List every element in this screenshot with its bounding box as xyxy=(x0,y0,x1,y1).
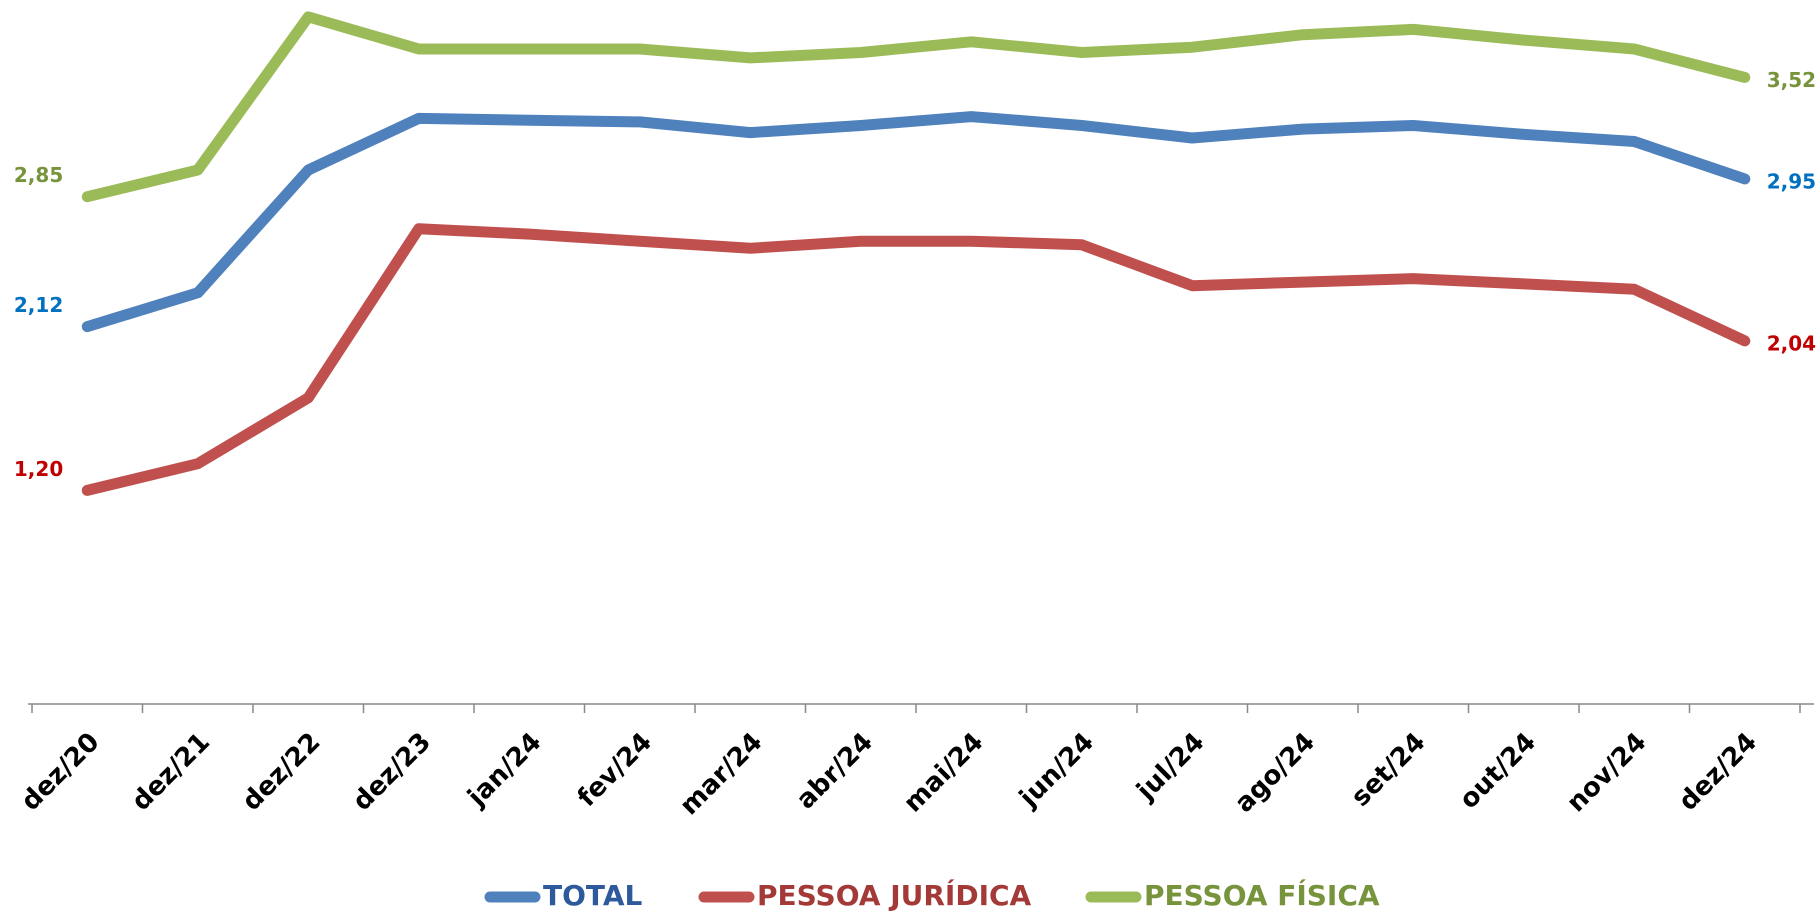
x-tick-label: set/24 xyxy=(1346,727,1432,813)
x-tick-label: jul/24 xyxy=(1131,727,1211,807)
data-label: 2,85 xyxy=(14,163,63,187)
x-tick-label: nov/24 xyxy=(1561,727,1652,818)
legend-label: TOTAL xyxy=(543,879,642,912)
data-label: 1,20 xyxy=(14,457,63,481)
data-label: 2,95 xyxy=(1767,169,1816,193)
x-tick-label: mar/24 xyxy=(674,727,768,821)
legend-label: PESSOA FÍSICA xyxy=(1144,878,1380,912)
x-tick-label: ago/24 xyxy=(1229,727,1321,819)
x-tick-label: dez/24 xyxy=(1673,727,1763,817)
x-tick-label: dez/21 xyxy=(126,727,216,817)
x-tick-label: out/24 xyxy=(1454,727,1542,815)
x-tick-label: jun/24 xyxy=(1013,727,1100,814)
data-label: 2,12 xyxy=(14,293,63,317)
series-line xyxy=(81,111,1751,333)
x-tick-label: dez/23 xyxy=(347,727,437,817)
x-tick-label: jan/24 xyxy=(461,727,547,813)
x-tick-label: abr/24 xyxy=(791,727,879,815)
series-line xyxy=(81,11,1751,203)
x-tick-label: dez/22 xyxy=(237,727,327,817)
data-label: 3,52 xyxy=(1767,68,1816,92)
x-tick-label: mai/24 xyxy=(898,727,989,818)
x-tick-label: dez/20 xyxy=(16,727,106,817)
series-line xyxy=(81,223,1751,496)
x-tick-label: fev/24 xyxy=(572,727,658,813)
data-label: 2,04 xyxy=(1767,331,1816,355)
legend-label: PESSOA JURÍDICA xyxy=(757,878,1032,912)
